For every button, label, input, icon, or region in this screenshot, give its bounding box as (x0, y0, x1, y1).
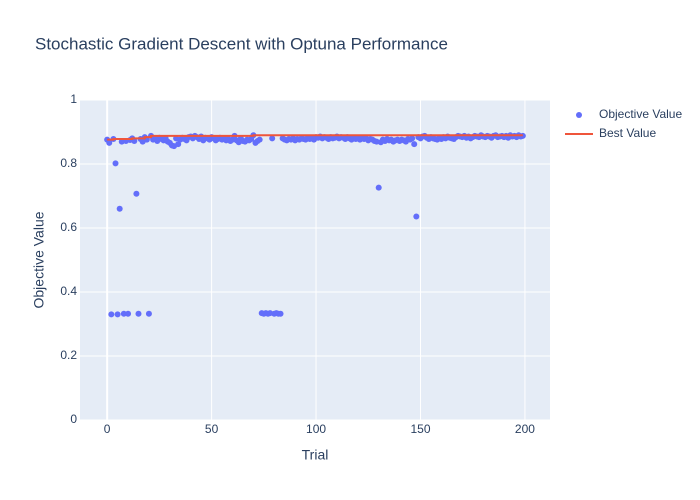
point (133, 190, 140, 197)
grid (80, 99, 550, 421)
point (375, 184, 382, 191)
point (112, 160, 119, 167)
point (145, 310, 152, 317)
plot-area (80, 100, 550, 420)
y-tick-label: 0.4 (60, 284, 77, 298)
point (114, 311, 121, 318)
point (409, 135, 416, 142)
y-tick-label: 1 (70, 92, 77, 106)
y-tick-label: 0.2 (60, 348, 77, 362)
y-tick-label: 0.8 (60, 156, 77, 170)
y-tick-label: 0 (70, 412, 77, 426)
x-tick-label: 200 (515, 422, 535, 436)
point (108, 311, 115, 318)
point (125, 310, 132, 317)
point (413, 213, 420, 220)
best-value-line (107, 134, 523, 141)
x-axis-title: Trial (302, 447, 329, 463)
legend-swatch (576, 112, 582, 118)
point (411, 141, 418, 148)
point (269, 135, 276, 142)
point (256, 136, 263, 143)
point (277, 310, 284, 317)
legend-label: Objective Value (599, 107, 682, 121)
x-tick-label: 150 (410, 422, 430, 436)
chart-title: Stochastic Gradient Descent with Optuna … (35, 34, 448, 53)
point (120, 310, 127, 317)
y-tick-label: 0.6 (60, 220, 77, 234)
point (116, 205, 123, 212)
x-tick-label: 0 (104, 422, 111, 436)
point (106, 139, 113, 146)
marks (104, 132, 526, 318)
point (175, 141, 182, 148)
x-tick-label: 50 (205, 422, 219, 436)
point (135, 310, 142, 317)
legend: Objective Value Best Value (565, 107, 682, 140)
legend-label: Best Value (599, 126, 656, 140)
x-tick-label: 100 (306, 422, 326, 436)
y-axis-title: Objective Value (31, 211, 47, 308)
